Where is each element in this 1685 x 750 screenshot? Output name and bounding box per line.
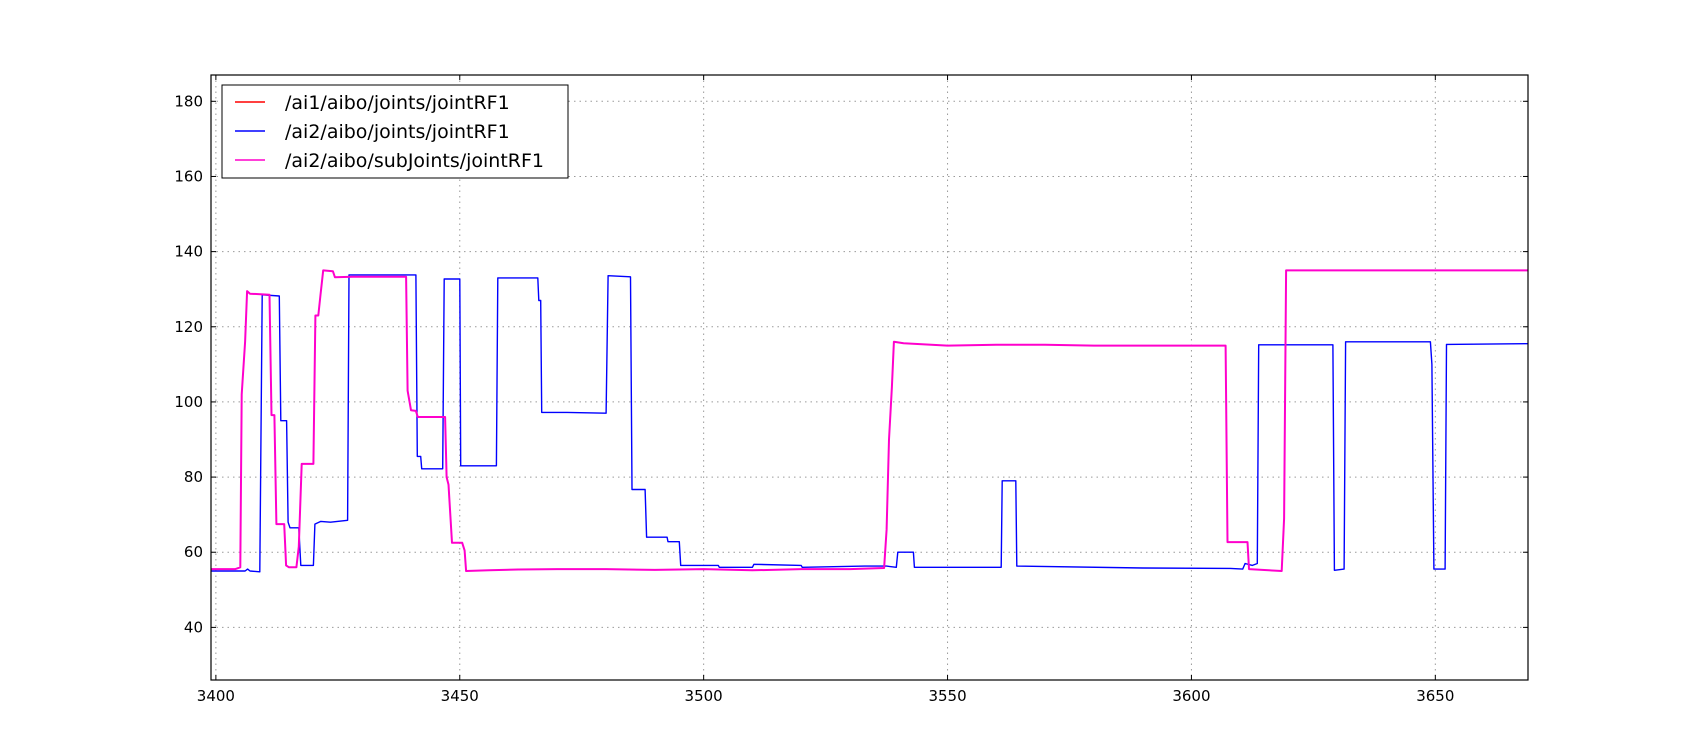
x-tick-label: 3500 bbox=[685, 687, 723, 705]
x-tick-label: 3600 bbox=[1172, 687, 1210, 705]
legend-box bbox=[221, 84, 569, 179]
x-tick-label: 3650 bbox=[1416, 687, 1454, 705]
y-tick-label: 60 bbox=[184, 543, 203, 561]
axis-ticks bbox=[211, 75, 1528, 680]
legend-label-1: /ai1/aibo/joints/jointRF1 bbox=[285, 92, 510, 114]
x-tick-label: 3550 bbox=[928, 687, 966, 705]
plot-frame bbox=[210, 74, 1529, 681]
legend: /ai1/aibo/joints/jointRF1/ai2/aibo/joint… bbox=[221, 84, 569, 179]
legend-label-3: /ai2/aibo/subJoints/jointRF1 bbox=[285, 150, 544, 172]
y-tick-label: 100 bbox=[174, 393, 203, 411]
y-tick-label: 120 bbox=[174, 318, 203, 336]
y-axis-tick-labels: 40 60 80 100 120 140 160 180 bbox=[174, 92, 203, 636]
x-tick-label: 3400 bbox=[197, 687, 235, 705]
series-line-3 bbox=[211, 269, 1528, 572]
legend-label-2: /ai2/aibo/joints/jointRF1 bbox=[285, 121, 510, 143]
y-tick-label: 80 bbox=[184, 468, 203, 486]
y-tick-label: 160 bbox=[174, 167, 203, 185]
series-line-2 bbox=[211, 274, 1528, 573]
x-tick-label: 3450 bbox=[441, 687, 479, 705]
y-tick-label: 140 bbox=[174, 243, 203, 261]
x-axis-tick-labels: 3400 3450 3500 3550 3600 3650 bbox=[197, 687, 1455, 705]
y-tick-label: 180 bbox=[174, 92, 203, 110]
series-layer bbox=[211, 269, 1528, 573]
y-tick-label: 40 bbox=[184, 618, 203, 636]
